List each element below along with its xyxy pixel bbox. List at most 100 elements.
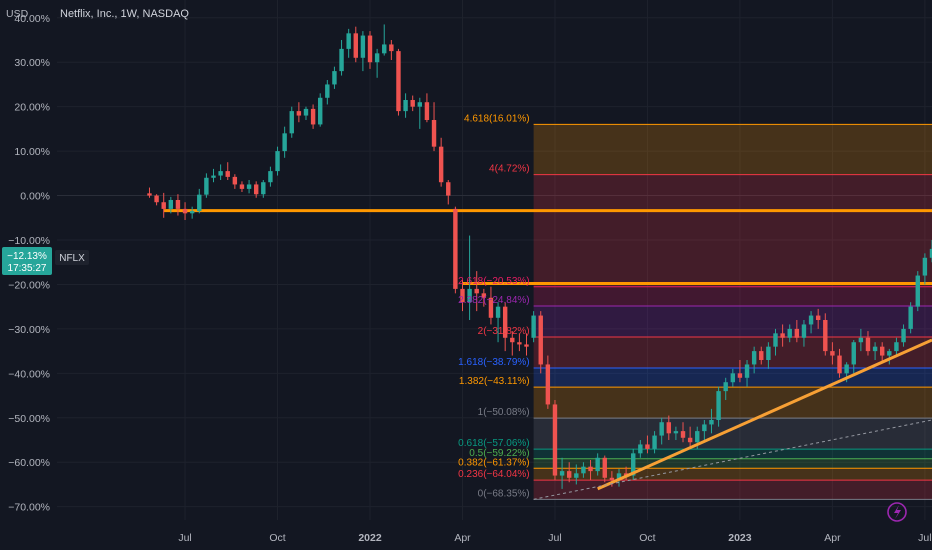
candle [353,26,358,63]
candle [246,180,252,194]
candle [310,104,316,129]
fib-zone [533,174,932,287]
x-tick-label: 2023 [728,532,752,544]
candle [815,308,821,329]
candle [282,126,287,158]
candle [289,106,294,138]
candle [524,333,529,356]
candle [339,40,344,76]
candle [858,328,864,352]
fib-label: 1.382(−43.11%) [459,376,530,387]
candle [417,97,423,129]
candle [154,194,159,206]
candle [467,235,472,320]
trend-line[interactable] [597,338,932,491]
candle [502,302,508,352]
fib-zone [533,286,932,306]
candle [318,93,323,127]
candle [901,324,906,347]
candle [631,448,636,480]
x-tick-label: Jul [918,532,931,544]
candle [438,137,444,187]
candle [766,342,771,369]
candle [666,415,671,440]
candle [823,313,828,356]
candle [645,435,650,454]
candle [851,340,856,374]
candle [638,440,643,458]
candle [218,164,223,180]
chart-title: Netflix, Inc., 1W, NASDAQ [60,8,189,20]
candle [702,420,707,440]
candle [559,457,565,489]
candle [211,168,216,183]
candle [922,253,928,285]
candle [552,400,558,480]
fib-extension-zones [533,123,932,500]
candle [716,386,721,427]
candle [887,348,892,365]
candle [268,166,273,187]
y-axis: 40.00% 30.00% 20.00% 10.00% 0.00% −10.00% −20.… [8,13,50,514]
fib-zone [533,124,932,175]
candle [737,360,743,383]
candle [325,80,330,105]
y-tick-label: −70.00% [8,502,50,514]
candle [566,462,572,483]
fib-label: 0.5(−59.22%) [469,448,529,459]
candle [460,280,465,312]
candle [659,417,664,445]
candle [275,146,280,176]
candle [588,460,593,480]
y-tick-label: −50.00% [8,413,50,425]
candle [360,31,366,72]
fib-label: 2(−31.82%) [478,326,530,337]
fib-zone [533,480,932,500]
fib-label: 0(−68.35%) [478,488,530,499]
candle [687,426,693,447]
candle [545,355,551,409]
fib-zone [533,305,932,337]
candle [510,331,515,356]
y-tick-label: −30.00% [8,324,50,336]
candle [296,102,302,123]
candle [446,180,451,205]
fib-zone [533,418,932,450]
candle [182,202,188,220]
y-tick-label: 10.00% [14,146,50,158]
trend-line[interactable] [533,419,932,500]
currency-label: USD [6,8,29,20]
candle [175,194,181,216]
candle [751,346,757,374]
candle [495,302,501,343]
candle [253,181,259,198]
fib-label: 0.618(−57.06%) [458,438,529,449]
y-tick-label: 30.00% [14,57,50,69]
fib-labels: 0(−68.35%)0.236(−64.04%)0.382(−61.37%)0.… [458,113,529,499]
fib-label: 1.618(−38.79%) [458,357,529,368]
candle [908,302,913,334]
candle [147,187,152,198]
fib-label: 2.618(−20.53%) [458,276,529,287]
lightning-icon[interactable] [887,502,907,522]
candle [189,206,195,219]
last-price-badge[interactable]: −12.13% 17:35:27 NFLX [2,247,89,275]
x-tick-label: Jul [548,532,561,544]
y-tick-label: 0.00% [20,191,50,203]
y-tick-label: 20.00% [14,102,50,114]
last-change-value: −12.13% [7,251,47,262]
candle [389,40,394,60]
candle [801,320,807,347]
candle [915,271,920,312]
grid-lines [57,0,932,520]
y-tick-label: −10.00% [8,235,50,247]
y-tick-label: −40.00% [8,368,50,380]
candle [794,320,800,343]
symbol-tag: NFLX [59,253,85,264]
candle [517,333,522,352]
fib-label: 4(4.72%) [489,164,530,175]
fib-zone [533,336,932,368]
x-tick-label: 2022 [358,532,382,544]
candle [602,455,607,483]
